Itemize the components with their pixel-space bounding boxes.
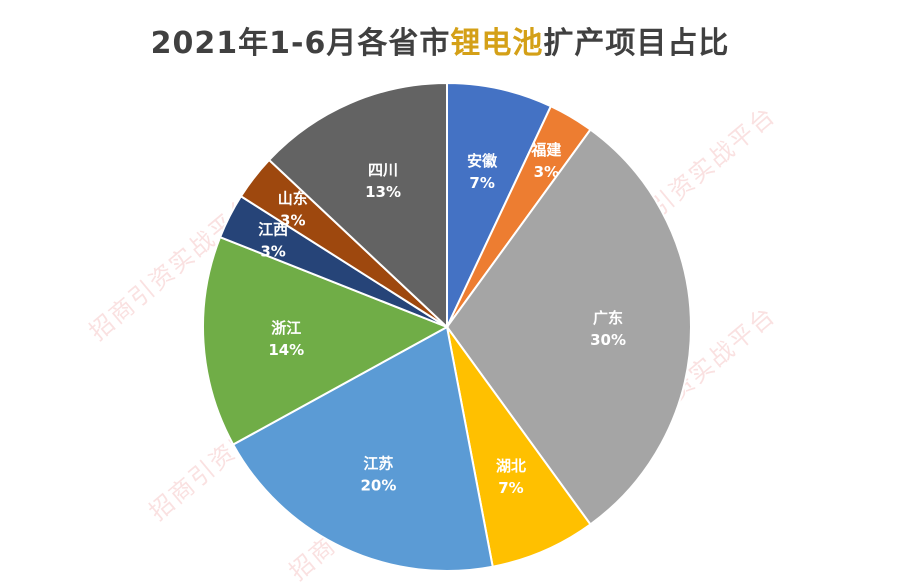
- slice-value-label: 14%: [268, 341, 304, 359]
- slice-name-label: 湖北: [496, 457, 526, 475]
- slice-name-label: 江苏: [363, 455, 393, 473]
- slice-value-label: 7%: [469, 174, 494, 192]
- pie-slice-3: [446, 326, 592, 568]
- pie-slice-0: [446, 81, 553, 328]
- slice-name-label: 四川: [368, 161, 398, 179]
- slice-value-label: 3%: [280, 211, 305, 229]
- title-prefix: 2021年1-6月各省市: [150, 26, 451, 61]
- slice-value-label: 13%: [365, 183, 401, 201]
- slice-value-label: 3%: [260, 242, 285, 260]
- slice-name-label: 福建: [530, 141, 562, 159]
- title-suffix: 扩产项目占比: [543, 26, 730, 61]
- slice-name-label: 江西: [258, 220, 288, 238]
- pie-slice-2: [445, 128, 692, 526]
- slice-value-label: 20%: [360, 477, 396, 495]
- pie-slice-8: [267, 81, 448, 330]
- slice-name-label: 浙江: [271, 319, 301, 337]
- slice-name-label: 广东: [593, 309, 623, 327]
- pie-slice-4: [231, 325, 494, 572]
- slice-name-label: 山东: [278, 189, 308, 207]
- slice-value-label: 7%: [498, 479, 523, 497]
- pie-slice-5: [202, 235, 450, 446]
- slice-value-label: 3%: [534, 163, 559, 181]
- title-highlight: 锂电池: [450, 26, 544, 61]
- slice-name-label: 安徽: [467, 152, 498, 170]
- slice-value-label: 30%: [590, 331, 626, 349]
- chart-title: 2021年1-6月各省市锂电池扩产项目占比: [0, 18, 880, 62]
